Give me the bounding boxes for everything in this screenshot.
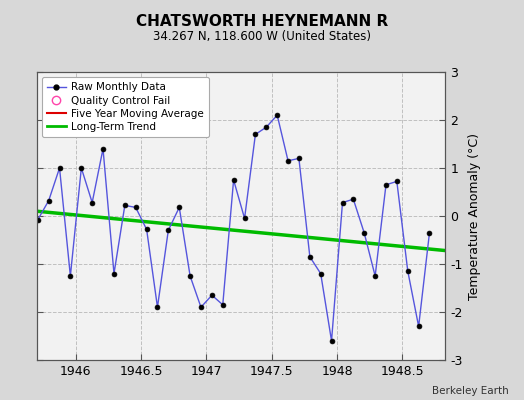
Raw Monthly Data xyxy=(350,197,356,202)
Y-axis label: Temperature Anomaly (°C): Temperature Anomaly (°C) xyxy=(468,132,481,300)
Raw Monthly Data xyxy=(318,271,324,276)
Line: Raw Monthly Data: Raw Monthly Data xyxy=(35,113,432,343)
Raw Monthly Data xyxy=(394,179,400,184)
Raw Monthly Data xyxy=(274,113,280,118)
Text: Berkeley Earth: Berkeley Earth xyxy=(432,386,508,396)
Raw Monthly Data xyxy=(209,293,215,298)
Raw Monthly Data xyxy=(89,200,95,205)
Raw Monthly Data xyxy=(416,324,422,329)
Raw Monthly Data xyxy=(231,178,237,182)
Raw Monthly Data xyxy=(57,166,63,170)
Raw Monthly Data xyxy=(220,302,226,307)
Raw Monthly Data xyxy=(340,200,346,205)
Raw Monthly Data xyxy=(427,230,433,235)
Raw Monthly Data xyxy=(78,166,84,170)
Raw Monthly Data xyxy=(176,205,182,210)
Raw Monthly Data xyxy=(263,125,269,130)
Raw Monthly Data xyxy=(144,227,150,232)
Raw Monthly Data xyxy=(155,305,161,310)
Raw Monthly Data xyxy=(307,254,313,259)
Raw Monthly Data xyxy=(361,230,367,235)
Raw Monthly Data xyxy=(122,203,128,208)
Text: CHATSWORTH HEYNEMANN R: CHATSWORTH HEYNEMANN R xyxy=(136,14,388,29)
Raw Monthly Data xyxy=(405,269,411,274)
Raw Monthly Data xyxy=(46,198,52,203)
Legend: Raw Monthly Data, Quality Control Fail, Five Year Moving Average, Long-Term Tren: Raw Monthly Data, Quality Control Fail, … xyxy=(42,77,209,137)
Raw Monthly Data xyxy=(100,146,106,151)
Raw Monthly Data xyxy=(35,218,41,222)
Raw Monthly Data xyxy=(198,305,204,310)
Raw Monthly Data xyxy=(133,205,139,210)
Raw Monthly Data xyxy=(111,271,117,276)
Raw Monthly Data xyxy=(372,274,378,278)
Raw Monthly Data xyxy=(67,274,73,278)
Raw Monthly Data xyxy=(296,156,302,161)
Raw Monthly Data xyxy=(329,338,335,343)
Raw Monthly Data xyxy=(252,132,258,137)
Raw Monthly Data xyxy=(285,158,291,163)
Raw Monthly Data xyxy=(383,182,389,187)
Raw Monthly Data xyxy=(187,274,193,278)
Text: 34.267 N, 118.600 W (United States): 34.267 N, 118.600 W (United States) xyxy=(153,30,371,43)
Raw Monthly Data xyxy=(242,216,248,221)
Raw Monthly Data xyxy=(165,228,171,233)
